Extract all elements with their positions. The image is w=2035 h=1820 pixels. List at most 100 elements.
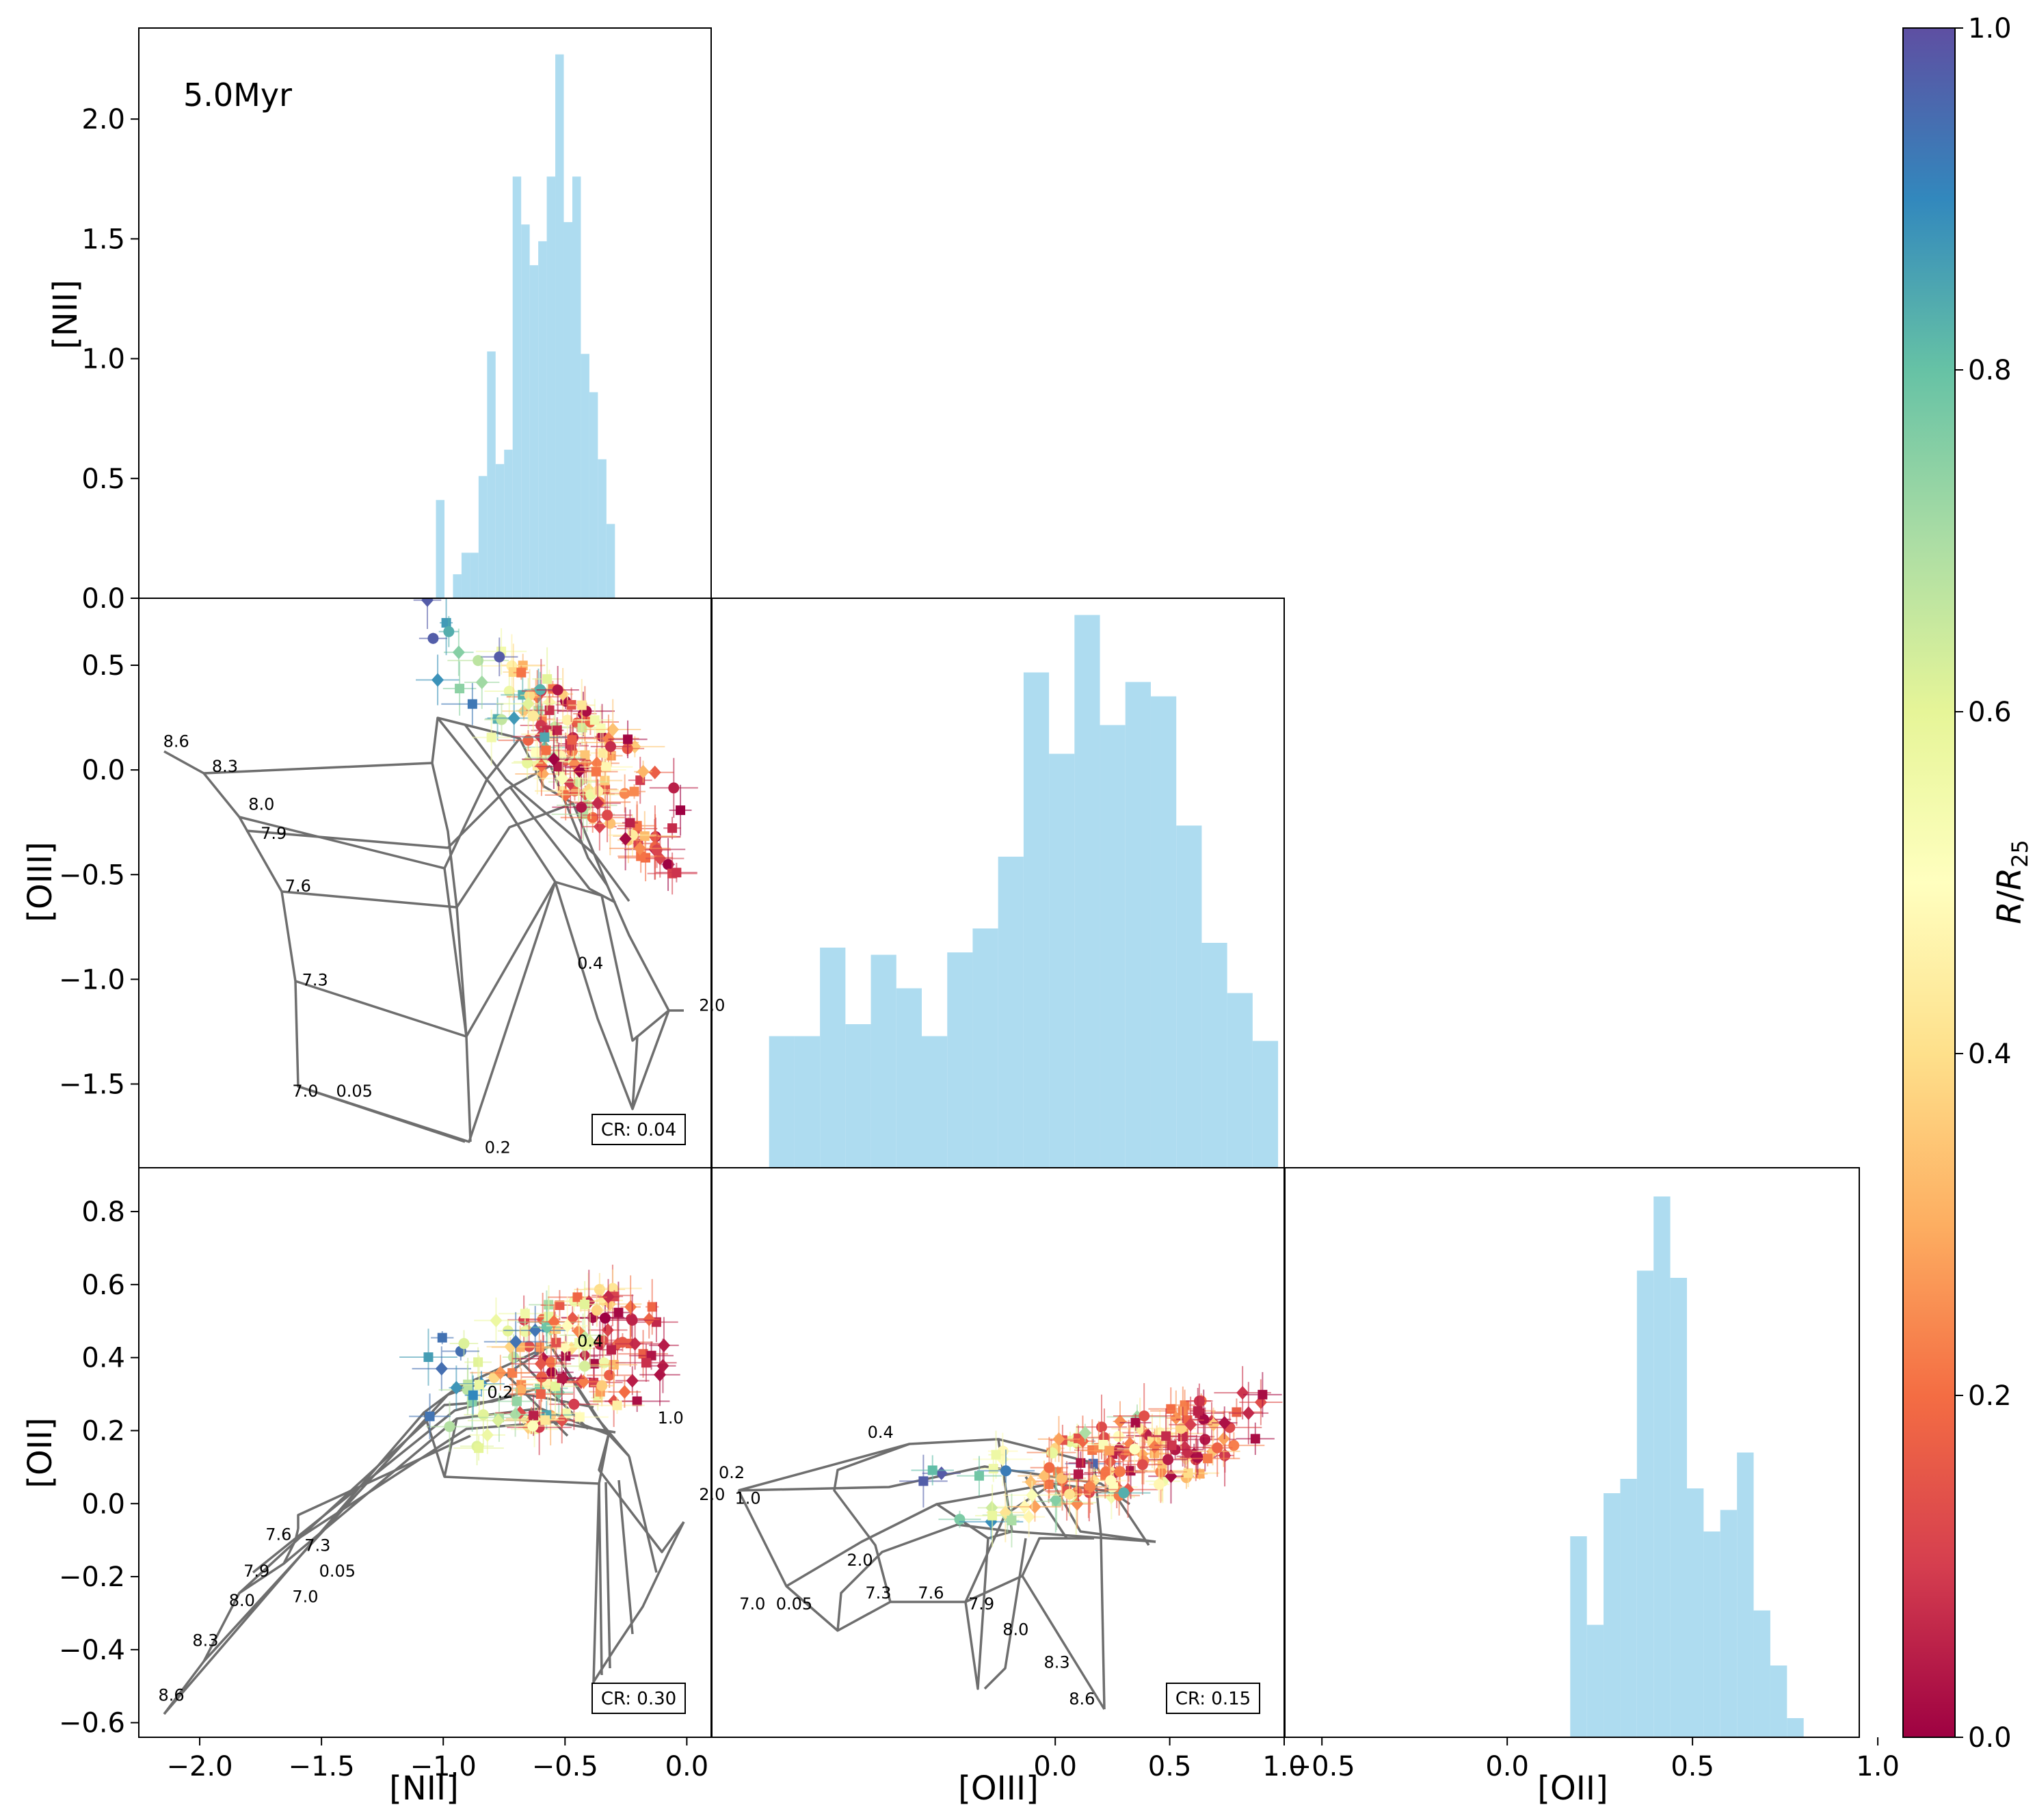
grid-label: 0.4 <box>577 954 603 973</box>
grid-label: 7.9 <box>968 1594 994 1614</box>
histogram-bar <box>487 351 496 598</box>
data-point <box>572 1292 583 1302</box>
hist-nii-frame <box>138 27 712 599</box>
data-point <box>473 1357 483 1367</box>
histogram-bar <box>589 392 598 598</box>
histogram-bar <box>1150 696 1177 1168</box>
data-point <box>1217 1432 1230 1446</box>
data-point <box>542 674 553 684</box>
data-point <box>1064 1488 1076 1500</box>
data-point <box>437 1333 447 1343</box>
y-tick-label: −1.5 <box>59 1069 125 1101</box>
data-point <box>1085 1481 1096 1493</box>
data-point <box>554 762 564 772</box>
data-point <box>425 1411 435 1421</box>
data-point <box>1114 1466 1126 1477</box>
grid-label: 8.0 <box>229 1591 255 1610</box>
data-point <box>991 1449 1001 1460</box>
data-point <box>1096 1421 1108 1433</box>
histogram-bar <box>1125 682 1151 1168</box>
grid-label: 8.0 <box>1002 1620 1028 1639</box>
histogram-bar <box>1252 1041 1279 1168</box>
data-point <box>550 1381 561 1391</box>
y-tick-label: 0.4 <box>81 1343 125 1374</box>
x-tick-label: 0.0 <box>1033 1751 1077 1782</box>
grid-label: 7.0 <box>292 1082 318 1101</box>
data-point <box>1026 1488 1039 1502</box>
x-tick-label: −2.0 <box>166 1751 232 1782</box>
x-tick-label: −0.5 <box>532 1751 598 1782</box>
histogram-bar <box>972 928 998 1168</box>
hist-oiii-panel <box>711 598 1285 1168</box>
data-point <box>954 1514 966 1525</box>
data-point <box>591 766 601 777</box>
data-point <box>580 750 590 760</box>
data-point <box>657 1338 670 1352</box>
scatter-oiii-vs-nii-panel: 8.68.38.07.97.67.37.00.050.42.01.00.2 CR… <box>21 598 725 1168</box>
data-point <box>599 1312 611 1324</box>
data-point <box>619 831 632 846</box>
data-point <box>648 765 661 779</box>
hist-oii-bars <box>1570 1196 1804 1737</box>
data-point <box>609 1360 619 1370</box>
histogram-bar <box>1687 1488 1704 1737</box>
data-point <box>529 1410 539 1421</box>
data-point <box>467 699 477 709</box>
data-point <box>624 1300 637 1314</box>
histogram-bar <box>1023 672 1050 1168</box>
y-tick-label: 0.5 <box>81 650 125 682</box>
data-point <box>591 1304 602 1316</box>
histogram-bar <box>512 176 522 598</box>
histogram-bar <box>947 952 973 1168</box>
data-point <box>531 747 541 758</box>
data-point <box>431 673 444 687</box>
grid-label: 7.0 <box>292 1587 318 1606</box>
data-point <box>589 715 600 725</box>
data-point <box>974 1471 984 1481</box>
y-tick-label: −0.4 <box>59 1635 125 1666</box>
y-tick-label: −0.5 <box>59 859 125 891</box>
data-point <box>987 1510 998 1521</box>
oii-oiii-xticks: 0.0 0.5 1.0 <box>1033 1737 1306 1782</box>
data-point <box>572 1324 585 1338</box>
data-point <box>515 1384 527 1396</box>
data-point <box>1193 1395 1205 1407</box>
colorbar-ticks: 0.0 0.2 0.4 0.6 0.8 1.0 <box>1955 13 2012 1754</box>
data-point <box>589 1378 599 1388</box>
hist-oii-panel: −0.5 0.0 0.5 1.0 [OII] <box>1284 1167 1900 1808</box>
data-point <box>646 1350 656 1361</box>
histogram-bar <box>538 241 547 598</box>
data-point <box>1199 1434 1211 1445</box>
data-point <box>435 1361 448 1376</box>
histogram-bar <box>504 449 513 598</box>
data-point <box>1184 1417 1197 1432</box>
histogram-bar <box>845 1024 871 1168</box>
histogram-bar <box>1653 1196 1671 1737</box>
data-point <box>1203 1454 1213 1464</box>
grid-label: 7.6 <box>918 1583 944 1603</box>
data-points-oii-oiii <box>899 1366 1283 1548</box>
y-tick-label: −0.2 <box>59 1562 125 1593</box>
grid-label: 7.6 <box>285 876 311 896</box>
data-point <box>567 735 577 745</box>
grid-label: 8.6 <box>1069 1689 1095 1709</box>
histogram-bar <box>1227 993 1253 1168</box>
y-tick-label: −0.6 <box>59 1708 125 1739</box>
data-point <box>522 697 535 711</box>
cr-box-oii-nii: CR: 0.30 <box>591 1683 686 1714</box>
colorbar-gradient <box>1902 27 1956 1738</box>
data-point <box>1118 1487 1130 1499</box>
data-point <box>617 1337 628 1348</box>
data-point <box>1052 1432 1065 1446</box>
data-point <box>1113 1430 1124 1442</box>
grid-label: 7.9 <box>243 1562 269 1581</box>
oii-nii-ylabel: [OII] <box>21 1417 59 1488</box>
histogram-bar <box>769 1036 795 1168</box>
data-point <box>423 1352 434 1363</box>
data-point <box>1130 1417 1141 1428</box>
data-point <box>474 1443 484 1454</box>
data-point <box>547 752 560 766</box>
grid-label: 0.05 <box>776 1594 812 1614</box>
data-point <box>1236 1386 1249 1400</box>
histogram-bar <box>1670 1278 1687 1737</box>
